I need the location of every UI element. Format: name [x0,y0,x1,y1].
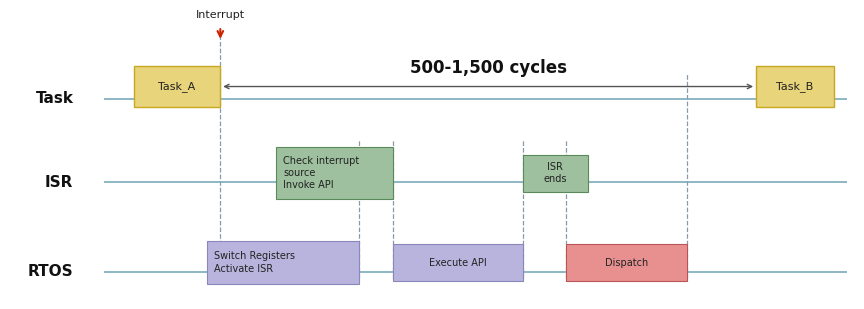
Text: 500-1,500 cycles: 500-1,500 cycles [410,59,567,77]
Bar [276,147,393,199]
Text: Execute API: Execute API [429,258,486,268]
Text: Interrupt: Interrupt [196,10,245,20]
Bar [523,154,588,192]
Bar [134,66,220,107]
Bar [566,244,687,281]
Text: RTOS: RTOS [28,265,73,279]
Text: ISR
ends: ISR ends [543,162,567,184]
Text: Task_A: Task_A [158,81,196,92]
Text: Check interrupt
source
Invoke API: Check interrupt source Invoke API [283,156,359,190]
Text: Switch Registers
Activate ISR: Switch Registers Activate ISR [214,252,295,274]
Bar [207,241,359,284]
Bar [756,66,834,107]
Text: Task: Task [35,91,73,106]
Text: Task_B: Task_B [776,81,814,92]
Text: ISR: ISR [45,175,73,190]
Text: Dispatch: Dispatch [605,258,648,268]
Bar [393,244,523,281]
